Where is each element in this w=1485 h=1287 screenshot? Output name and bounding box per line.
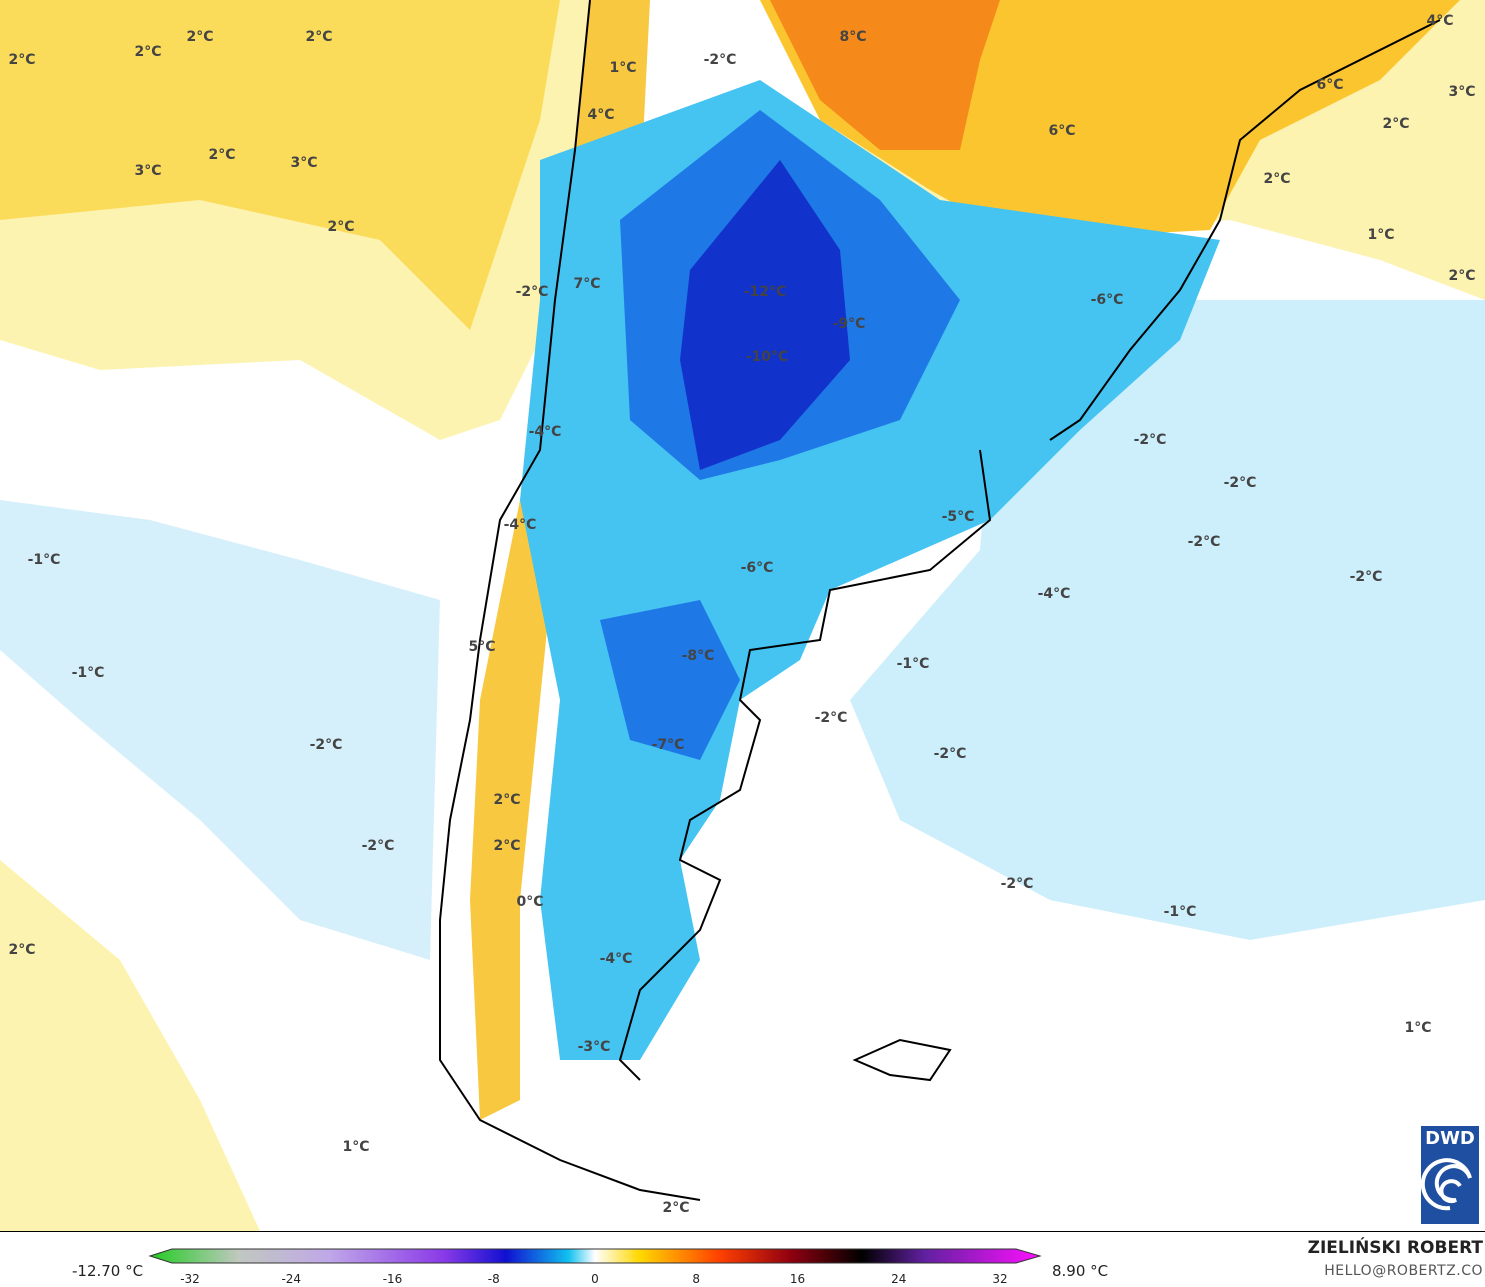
contour-label: -6°C bbox=[1090, 292, 1124, 308]
contour-label: -2°C bbox=[1349, 569, 1383, 585]
contour-label: -7°C bbox=[651, 737, 685, 753]
contour-label: 2°C bbox=[662, 1200, 690, 1216]
contour-label: -2°C bbox=[933, 746, 967, 762]
author-email: HELLO@ROBERTZ.CO bbox=[1324, 1263, 1483, 1279]
contour-label: -1°C bbox=[27, 552, 61, 568]
contour-label: 2°C bbox=[1263, 171, 1291, 187]
legend-colorbar bbox=[148, 1248, 1042, 1264]
contour-label: -1°C bbox=[1163, 904, 1197, 920]
coastline-east bbox=[618, 19, 1441, 1081]
temperature-anomaly-map bbox=[0, 0, 1485, 1232]
dwd-logo: DWD bbox=[1420, 1126, 1479, 1224]
contour-label: -10°C bbox=[745, 349, 789, 365]
contour-label: 7°C bbox=[573, 276, 601, 292]
hot-core bbox=[770, 0, 1000, 150]
contour-label: -12°C bbox=[743, 284, 787, 300]
contour-label: 2°C bbox=[493, 792, 521, 808]
contour-label: 2°C bbox=[8, 942, 36, 958]
legend-tick-label: 32 bbox=[992, 1272, 1008, 1286]
contour-label: 2°C bbox=[305, 29, 333, 45]
contour-label: -4°C bbox=[1037, 586, 1071, 602]
warm-region-southwest bbox=[0, 860, 260, 1231]
contour-label: -1°C bbox=[71, 665, 105, 681]
legend-tick-label: 8 bbox=[692, 1272, 701, 1286]
color-legend: -32 -24 -16 -8 0 8 16 24 32 bbox=[0, 1232, 1485, 1287]
contour-label: 3°C bbox=[1448, 84, 1476, 100]
contour-label: -6°C bbox=[740, 560, 774, 576]
legend-tick-label: 24 bbox=[891, 1272, 907, 1286]
contour-label: 2°C bbox=[186, 29, 214, 45]
swirl-icon bbox=[1420, 1158, 1472, 1211]
contour-label: 3°C bbox=[290, 155, 318, 171]
contour-label: -2°C bbox=[309, 737, 343, 753]
contour-label: 4°C bbox=[587, 107, 615, 123]
contour-label: -9°C bbox=[832, 316, 866, 332]
coastline-west bbox=[439, 0, 701, 1201]
contour-label: 2°C bbox=[1382, 116, 1410, 132]
contour-label: 2°C bbox=[1448, 268, 1476, 284]
contour-label: 3°C bbox=[134, 163, 162, 179]
dwd-logo-text: DWD bbox=[1425, 1128, 1475, 1149]
contour-label: 8°C bbox=[839, 29, 867, 45]
legend-tick-label: -16 bbox=[382, 1272, 403, 1286]
legend-max-value: 8.90 °C bbox=[1052, 1262, 1109, 1280]
contour-label: 1°C bbox=[1404, 1020, 1432, 1036]
contour-label: 1°C bbox=[609, 60, 637, 76]
contour-label: -3°C bbox=[577, 1039, 611, 1055]
contour-label: -2°C bbox=[1133, 432, 1167, 448]
contour-label: -1°C bbox=[896, 656, 930, 672]
contour-label: -5°C bbox=[941, 509, 975, 525]
cold-core-south bbox=[600, 600, 740, 760]
contour-label: -8°C bbox=[681, 648, 715, 664]
author-credit: ZIELIŃSKI ROBERT bbox=[1307, 1238, 1483, 1258]
warm-core-northwest bbox=[0, 0, 560, 330]
contour-label: 0°C bbox=[516, 894, 544, 910]
contour-label: -2°C bbox=[361, 838, 395, 854]
legend-tick-label: -32 bbox=[180, 1272, 200, 1286]
legend-tick-label: 0 bbox=[591, 1272, 599, 1286]
legend-tick-label: 16 bbox=[789, 1272, 806, 1286]
contour-label: -4°C bbox=[528, 424, 562, 440]
contour-label: 1°C bbox=[1367, 227, 1395, 243]
contour-label: 5°C bbox=[468, 639, 496, 655]
contour-label: -2°C bbox=[1000, 876, 1034, 892]
contour-label: 6°C bbox=[1048, 123, 1076, 139]
legend-tick-label: -8 bbox=[487, 1272, 500, 1286]
contour-label: 2°C bbox=[8, 52, 36, 68]
contour-label: -4°C bbox=[503, 517, 537, 533]
contour-label: -2°C bbox=[1187, 534, 1221, 550]
contour-label: -4°C bbox=[599, 951, 633, 967]
contour-label: 2°C bbox=[327, 219, 355, 235]
legend-tick-label: -24 bbox=[281, 1272, 302, 1286]
contour-label: 4°C bbox=[1426, 13, 1454, 29]
contour-label: 2°C bbox=[493, 838, 521, 854]
contour-label: 2°C bbox=[208, 147, 236, 163]
contour-label: -2°C bbox=[814, 710, 848, 726]
contour-label: -2°C bbox=[703, 52, 737, 68]
legend-min-value: -12.70 °C bbox=[72, 1262, 144, 1280]
contour-label: 1°C bbox=[342, 1139, 370, 1155]
cool-ocean-west bbox=[0, 500, 440, 960]
contour-label: 6°C bbox=[1316, 77, 1344, 93]
contour-label: 2°C bbox=[134, 44, 162, 60]
contour-label: -2°C bbox=[515, 284, 549, 300]
contour-label: -2°C bbox=[1223, 475, 1257, 491]
falkland-islands bbox=[852, 1038, 952, 1082]
coldest-core bbox=[680, 160, 850, 470]
